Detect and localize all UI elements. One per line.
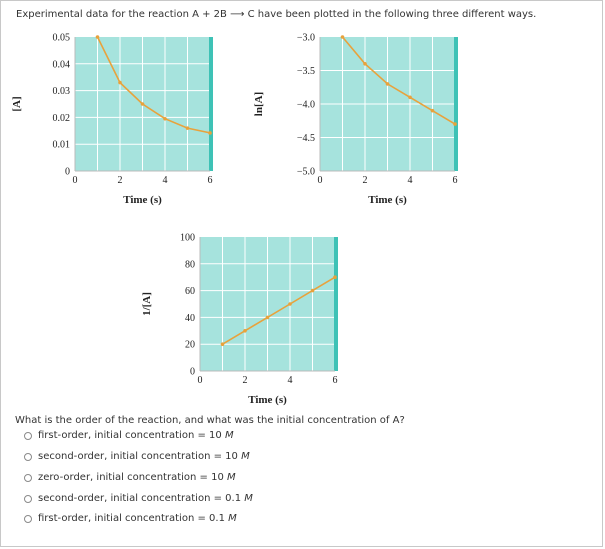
- x-tick-label: 6: [333, 375, 338, 386]
- x-tick-label: 4: [163, 175, 168, 186]
- data-point: [408, 95, 412, 100]
- option-first-order-0-1[interactable]: first-order, initial concentration = 0.1…: [24, 513, 237, 524]
- option-second-order-10[interactable]: second-order, initial concentration = 10…: [24, 451, 250, 462]
- data-point: [453, 122, 457, 126]
- y-tick-label: 20: [185, 340, 195, 351]
- series-line: [96, 36, 211, 134]
- option-first-order-10[interactable]: first-order, initial concentration = 10 …: [24, 430, 234, 441]
- option-label: first-order, initial concentration = 0.1…: [38, 513, 237, 524]
- data-point: [288, 302, 292, 306]
- x-axis-label: Time (s): [248, 394, 287, 406]
- y-tick-label: 0.03: [53, 86, 71, 97]
- x-tick-label: 6: [453, 175, 458, 186]
- x-tick-label: 2: [363, 175, 368, 186]
- y-axis-label: ln[A]: [253, 92, 265, 116]
- radio-button[interactable]: [24, 494, 32, 503]
- data-point: [340, 35, 345, 39]
- option-label: first-order, initial concentration = 10 …: [38, 430, 234, 441]
- x-axis-label: Time (s): [368, 194, 407, 206]
- data-point: [208, 131, 212, 135]
- option-second-order-0-1[interactable]: second-order, initial concentration = 0.…: [24, 493, 253, 504]
- y-axis-label: 1/[A]: [141, 292, 153, 316]
- x-tick-label: 0: [198, 375, 203, 386]
- option-label: zero-order, initial concentration = 10 M: [38, 472, 236, 483]
- data-point: [333, 275, 337, 280]
- x-tick-label: 4: [408, 175, 413, 186]
- intro-text: Experimental data for the reaction A + 2…: [16, 9, 537, 20]
- y-tick-label: 0.01: [53, 140, 71, 151]
- y-tick-label: −4.0: [297, 100, 315, 111]
- series-line: [341, 36, 456, 125]
- plot-edge-accent: [454, 37, 458, 171]
- y-tick-label: −3.0: [297, 33, 315, 44]
- y-tick-label: 0.04: [53, 59, 71, 70]
- question-text: What is the order of the reaction, and w…: [15, 415, 405, 426]
- y-tick-label: −3.5: [297, 66, 315, 77]
- y-tick-label: 0.02: [53, 113, 71, 124]
- data-point: [430, 108, 435, 113]
- data-point: [243, 329, 247, 333]
- y-tick-label: −4.5: [297, 133, 315, 144]
- data-point: [140, 102, 145, 106]
- x-tick-label: 6: [208, 175, 213, 186]
- y-tick-label: −5.0: [297, 167, 315, 178]
- data-point: [163, 116, 167, 121]
- data-point: [385, 82, 390, 86]
- y-tick-label: 0: [190, 367, 195, 378]
- option-label: second-order, initial concentration = 10…: [38, 451, 250, 462]
- series-line: [222, 276, 336, 345]
- x-tick-label: 2: [118, 175, 123, 186]
- data-point: [265, 315, 270, 320]
- x-tick-label: 2: [243, 375, 248, 386]
- x-tick-label: 0: [73, 175, 78, 186]
- data-point: [95, 35, 100, 39]
- x-tick-label: 0: [318, 175, 323, 186]
- y-tick-label: 0: [65, 167, 70, 178]
- plot-edge-accent: [209, 37, 213, 171]
- y-tick-label: 60: [185, 286, 195, 297]
- data-point: [220, 342, 225, 347]
- radio-button[interactable]: [24, 431, 32, 440]
- y-tick-label: 100: [180, 233, 195, 244]
- plot-edge-accent: [334, 237, 338, 371]
- radio-button[interactable]: [24, 514, 32, 523]
- radio-button[interactable]: [24, 473, 32, 482]
- data-point: [363, 62, 367, 66]
- y-tick-label: 80: [185, 259, 195, 270]
- radio-button[interactable]: [24, 452, 32, 461]
- option-zero-order-10[interactable]: zero-order, initial concentration = 10 M: [24, 472, 236, 483]
- x-tick-label: 4: [288, 375, 293, 386]
- x-axis-label: Time (s): [123, 194, 162, 206]
- data-point: [118, 80, 122, 85]
- data-point: [185, 126, 190, 130]
- y-tick-label: 0.05: [53, 33, 71, 44]
- y-tick-label: 40: [185, 313, 195, 324]
- data-point: [310, 288, 315, 293]
- y-axis-label: [A]: [11, 96, 23, 111]
- option-label: second-order, initial concentration = 0.…: [38, 493, 253, 504]
